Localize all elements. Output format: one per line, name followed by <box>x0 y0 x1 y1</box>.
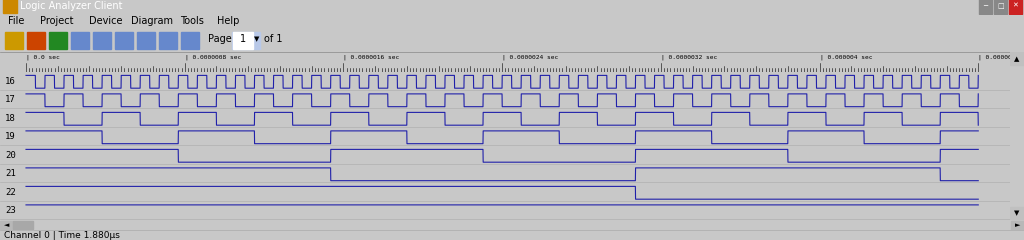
Text: Channel 0 | Time 1.880μs: Channel 0 | Time 1.880μs <box>4 231 120 240</box>
Bar <box>1010 207 1024 220</box>
Text: Tools: Tools <box>180 16 204 26</box>
Bar <box>49 32 67 48</box>
Bar <box>1009 0 1022 14</box>
Bar <box>27 32 45 48</box>
Text: Logic Analyzer Client: Logic Analyzer Client <box>20 1 123 11</box>
Text: 16: 16 <box>5 77 15 86</box>
Text: 19: 19 <box>5 132 15 141</box>
Text: | 0.000004 sec: | 0.000004 sec <box>819 55 872 60</box>
Text: File: File <box>8 16 25 26</box>
Text: 17: 17 <box>5 95 15 104</box>
Text: 18: 18 <box>5 114 15 123</box>
Bar <box>0 221 13 229</box>
Text: Diagram: Diagram <box>131 16 173 26</box>
Bar <box>3 0 17 13</box>
Bar <box>93 32 111 48</box>
Text: 22: 22 <box>5 188 15 197</box>
Text: Device: Device <box>88 16 122 26</box>
Text: ▼: ▼ <box>1015 210 1020 216</box>
Text: | 0.0000008 sec: | 0.0000008 sec <box>184 55 241 60</box>
Text: ▼: ▼ <box>254 36 259 42</box>
Text: ─: ─ <box>983 3 987 9</box>
Bar <box>180 31 200 50</box>
Text: 1: 1 <box>240 34 246 44</box>
Bar <box>232 32 260 49</box>
Bar <box>994 0 1007 14</box>
Bar <box>233 32 253 49</box>
Bar <box>136 31 156 50</box>
Text: Help: Help <box>217 16 240 26</box>
Text: Project: Project <box>40 16 74 26</box>
Bar <box>1011 221 1024 229</box>
Text: | 0.0000016 sec: | 0.0000016 sec <box>343 55 399 60</box>
Bar <box>92 31 112 50</box>
Bar <box>115 32 133 48</box>
Text: | 0.0000048 sec: | 0.0000048 sec <box>978 55 1024 60</box>
Text: ◄: ◄ <box>4 222 9 228</box>
Bar <box>26 31 46 50</box>
Bar <box>13 221 33 229</box>
Text: ▲: ▲ <box>1015 56 1020 62</box>
Text: □: □ <box>997 3 1004 9</box>
Bar <box>1010 52 1024 66</box>
Bar <box>181 32 199 48</box>
Bar <box>137 32 155 48</box>
Text: | 0.0 sec: | 0.0 sec <box>26 55 59 60</box>
Text: of 1: of 1 <box>264 34 283 44</box>
Text: Page: Page <box>208 34 231 44</box>
Bar <box>4 31 24 50</box>
Bar <box>114 31 134 50</box>
Text: ►: ► <box>1015 222 1020 228</box>
Bar <box>48 31 68 50</box>
Bar <box>5 32 23 48</box>
Bar <box>979 0 992 14</box>
Bar <box>70 31 90 50</box>
Text: | 0.0000032 sec: | 0.0000032 sec <box>660 55 717 60</box>
Text: ✕: ✕ <box>1013 3 1019 9</box>
Bar <box>71 32 89 48</box>
Text: 21: 21 <box>5 169 15 178</box>
Bar <box>159 32 177 48</box>
Bar <box>158 31 178 50</box>
Text: | 0.0000024 sec: | 0.0000024 sec <box>502 55 558 60</box>
Text: 23: 23 <box>5 206 15 215</box>
Text: 20: 20 <box>5 151 15 160</box>
